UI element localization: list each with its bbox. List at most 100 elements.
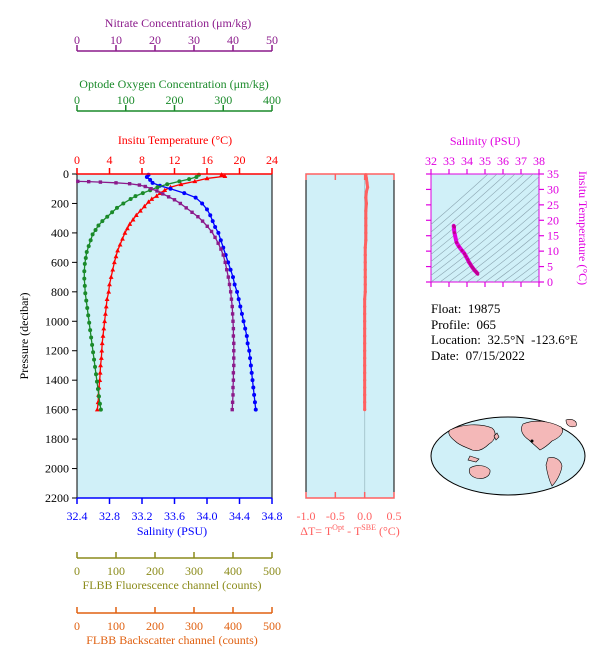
nitrate-point (231, 393, 235, 397)
ts-point (452, 231, 456, 235)
delta-t-point (364, 173, 368, 177)
delta-t-point (363, 349, 367, 353)
axis-backscatter-tick-label: 0 (74, 619, 80, 633)
nitrate-point (76, 179, 80, 184)
salinity-point (216, 230, 221, 235)
temperature-point (124, 225, 130, 231)
oxygen-point (82, 276, 87, 281)
nitrate-point (232, 356, 236, 360)
salinity-point (168, 186, 173, 191)
profile-id: Profile: 065 (431, 316, 496, 332)
ts-point (476, 272, 480, 276)
ts-isopycnal (493, 246, 539, 282)
nitrate-axis: 0 10 20 30 40 50 (74, 33, 278, 52)
oxygen-point (98, 407, 103, 412)
oxygen-point (94, 372, 99, 377)
salinity-point (244, 334, 249, 338)
oxygen-point (105, 214, 110, 219)
delta-t-series: -1.0 -0.5 0.0 0.5 (297, 173, 402, 523)
ts-xtick-label: 36 (497, 154, 509, 168)
delta-t-point (363, 268, 367, 272)
ts-ytick-label: 5 (547, 260, 553, 274)
ts-xtick-label: 32 (425, 154, 437, 168)
float-id: Float: 19875 (431, 301, 501, 316)
salinity-point (200, 201, 205, 206)
temperature-point (111, 259, 117, 265)
ts-xtick-label: 37 (515, 154, 527, 168)
oxygen-point (87, 320, 92, 325)
temperature-point (99, 340, 105, 346)
oxygen-point (88, 238, 93, 243)
temperature-point (204, 175, 210, 181)
oxygen-point (133, 194, 138, 199)
axis-temperature-tick-label: 20 (234, 153, 246, 167)
oxygen-point (92, 357, 97, 362)
delta-t-point (363, 275, 367, 279)
ts-ytick-label: 10 (547, 244, 559, 258)
oxygen-point (187, 177, 192, 182)
salinity-point (239, 311, 244, 316)
ts-isopycnal (431, 174, 525, 255)
axis-fluorescence-tick-label: 200 (146, 564, 164, 578)
oxygen-point (128, 197, 133, 202)
ts-isopycnal (431, 174, 498, 233)
salinity-point (193, 195, 198, 200)
location: Location: 32.5°N -123.6°E (431, 332, 578, 347)
axis-nitrate-tick-label: 40 (227, 33, 239, 47)
delta-t-point (363, 393, 367, 397)
nitrate-point (231, 319, 235, 323)
salinity-point (235, 289, 240, 294)
salinity-point (228, 267, 233, 272)
temperature-point (146, 199, 151, 204)
axis-backscatter-tick-label: 100 (107, 619, 125, 633)
axis-nitrate-tick-label: 20 (149, 33, 161, 47)
salinity-point (205, 207, 209, 212)
nitrate-point (200, 219, 205, 223)
nitrate-point (230, 304, 234, 309)
temperature-point (120, 236, 125, 241)
nitrate-point (166, 195, 171, 199)
salinity-point (251, 385, 256, 390)
nitrate-point (229, 297, 234, 301)
axis-salinity-tick-label: 34.8 (262, 509, 283, 523)
nitrate-point (178, 201, 183, 206)
axis-fluorescence-tick-label: 100 (107, 564, 125, 578)
salinity-point (253, 407, 258, 412)
axis-fluorescence-tick-label: 0 (74, 564, 80, 578)
temperature-point (154, 193, 160, 198)
ts-isopycnal (431, 174, 516, 248)
temperature-point (133, 212, 139, 218)
delta-t-point (363, 378, 367, 382)
delta-t-point (363, 319, 367, 323)
backscatter-axis-title: FLBB Backscatter channel (counts) (86, 633, 258, 647)
salinity-point (226, 260, 231, 265)
salinity-point (245, 341, 250, 346)
salinity-point (241, 319, 246, 324)
axis-backscatter-tick-label: 500 (263, 619, 281, 633)
temperature-point (113, 253, 119, 259)
axis-salinity-tick-label: 34.0 (197, 509, 218, 523)
pressure-tick-label: 400 (51, 226, 69, 240)
delta-t-point (364, 176, 369, 181)
delta-t-point (363, 246, 367, 250)
delta-t-point (363, 312, 367, 316)
nitrate-point (228, 290, 233, 294)
nitrate-point (230, 312, 235, 316)
salinity-point (238, 304, 243, 309)
nitrate-point (114, 181, 118, 185)
nitrate-point (231, 371, 236, 375)
ts-isopycnal (529, 274, 539, 282)
axis-oxygen-tick-label: 200 (166, 93, 184, 107)
oxygen-axis: 0 100 200 300 400 (74, 93, 281, 112)
oxygen-point (140, 191, 145, 196)
ts-ytick-label: 25 (547, 198, 559, 212)
oxygen-point (84, 298, 89, 303)
salinity-point (148, 177, 153, 182)
axis-temperature-tick-label: 24 (266, 153, 278, 167)
oxygen-point (85, 306, 90, 311)
nitrate-axis-title: Nitrate Concentration (μm/kg) (105, 16, 251, 30)
nitrate-point (161, 192, 165, 196)
ts-isopycnal (484, 239, 539, 282)
pressure-tick-label: 600 (51, 255, 69, 269)
